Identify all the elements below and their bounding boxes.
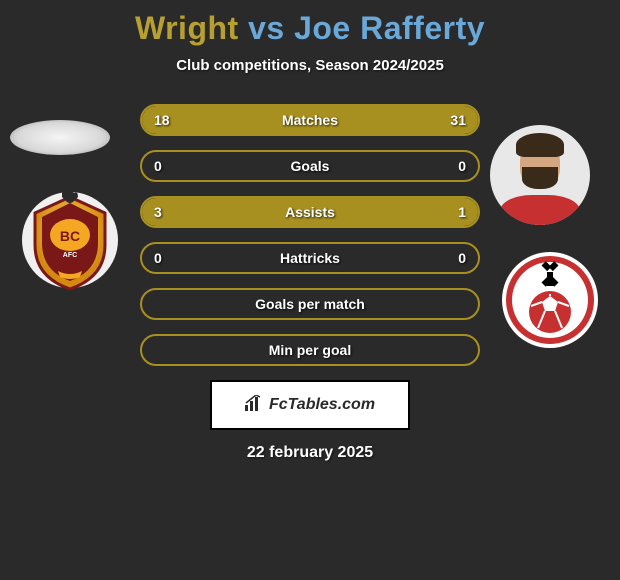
stat-row: 31Assists: [140, 196, 480, 228]
stat-label: Min per goal: [142, 342, 478, 358]
watermark-icon: [245, 395, 265, 416]
stat-row: Goals per match: [140, 288, 480, 320]
stat-label: Assists: [142, 204, 478, 220]
comparison-card: Wright vs Joe Rafferty Club competitions…: [0, 0, 620, 580]
vs-text: vs: [248, 10, 285, 46]
stat-label: Goals: [142, 158, 478, 174]
stat-row: 00Hattricks: [140, 242, 480, 274]
player2-avatar: [490, 125, 590, 225]
stat-row: Min per goal: [140, 334, 480, 366]
club2-badge: [500, 250, 600, 350]
player2-name: Joe Rafferty: [294, 10, 485, 46]
watermark: FcTables.com: [210, 380, 410, 430]
subtitle: Club competitions, Season 2024/2025: [0, 57, 620, 74]
date-text: 22 february 2025: [0, 444, 620, 462]
stat-label: Matches: [142, 112, 478, 128]
page-title: Wright vs Joe Rafferty: [0, 0, 620, 47]
club1-badge: BC AFC: [20, 185, 120, 295]
player1-avatar: [10, 120, 110, 155]
stat-label: Hattricks: [142, 250, 478, 266]
stat-label: Goals per match: [142, 296, 478, 312]
stat-row: 1831Matches: [140, 104, 480, 136]
svg-text:AFC: AFC: [63, 252, 77, 259]
stat-row: 00Goals: [140, 150, 480, 182]
watermark-text: FcTables.com: [269, 396, 375, 414]
svg-text:BC: BC: [60, 228, 80, 244]
player1-name: Wright: [135, 10, 239, 46]
